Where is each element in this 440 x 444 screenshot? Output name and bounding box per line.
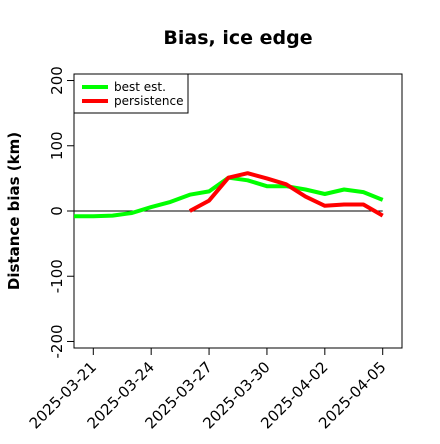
series-line-persistence <box>188 171 384 218</box>
legend-box <box>73 73 189 114</box>
y-tick-label-200: 200 <box>48 66 66 95</box>
y-tick-label-0: 0 <box>48 206 66 216</box>
series-line-best-est <box>74 175 384 219</box>
legend-label-persistence: persistence <box>114 94 183 108</box>
legend-label-best-est: best est. <box>114 80 166 94</box>
y-axis-label: Distance bias (km) <box>5 132 23 290</box>
legend: best est. persistence <box>73 73 189 114</box>
y-tick-label--100: -100 <box>48 259 66 293</box>
chart-title: Bias, ice edge <box>163 27 312 49</box>
y-tick-label-100: 100 <box>48 131 66 160</box>
y-tick-label--200: -200 <box>48 324 66 358</box>
